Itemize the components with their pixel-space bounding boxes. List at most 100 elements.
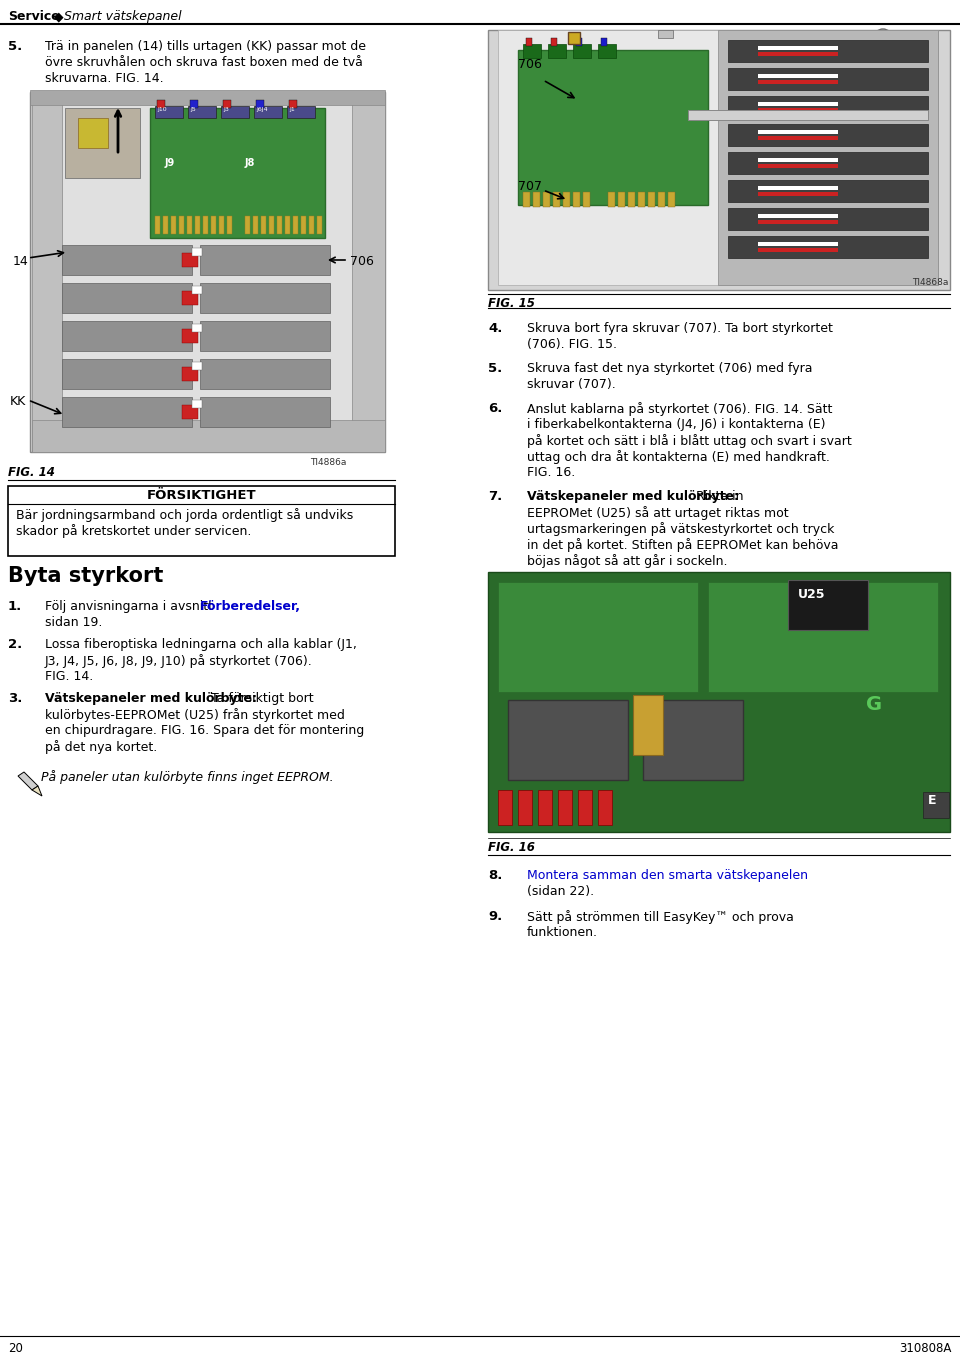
Bar [573, 193, 580, 207]
Bar [32, 92, 62, 452]
Bar [758, 136, 838, 140]
Text: Bär jordningsarmband och jorda ordentligt så undviks: Bär jordningsarmband och jorda ordentlig… [16, 508, 353, 522]
Text: kulörbytes-EEPROMet (U25) från styrkortet med: kulörbytes-EEPROMet (U25) från styrkorte… [45, 708, 345, 721]
Bar [223, 100, 231, 108]
Bar [638, 193, 645, 207]
Bar [598, 791, 612, 824]
Bar [526, 38, 532, 46]
Text: ◆: ◆ [50, 9, 67, 23]
Text: J8: J8 [245, 159, 255, 168]
Text: 310808A: 310808A [900, 1342, 952, 1355]
Bar [498, 582, 698, 692]
Bar [633, 696, 663, 755]
Bar [758, 159, 838, 161]
Polygon shape [18, 772, 38, 791]
Bar [150, 108, 325, 239]
Bar [62, 245, 192, 275]
Bar [488, 572, 950, 833]
Bar [352, 92, 385, 452]
Bar [598, 43, 616, 58]
Bar [277, 216, 282, 235]
Bar [200, 397, 330, 427]
Text: J1: J1 [289, 107, 295, 113]
Bar [923, 792, 949, 818]
Bar [728, 96, 928, 118]
Bar [708, 582, 938, 692]
Bar [573, 43, 591, 58]
Bar [538, 791, 552, 824]
Text: FÖRSIKTIGHET: FÖRSIKTIGHET [147, 490, 256, 502]
Text: funktionen.: funktionen. [527, 926, 598, 938]
Text: Skruva bort fyra skruvar (707). Ta bort styrkortet: Skruva bort fyra skruvar (707). Ta bort … [527, 321, 833, 335]
Bar [628, 193, 635, 207]
Bar [188, 106, 216, 118]
Bar [182, 367, 198, 381]
Bar [578, 791, 592, 824]
Bar [788, 580, 868, 631]
Bar [253, 216, 258, 235]
Bar [285, 216, 290, 235]
Bar [758, 220, 838, 224]
Text: 706: 706 [518, 58, 541, 71]
Text: J9: J9 [165, 159, 176, 168]
Text: Rikta in: Rikta in [692, 490, 743, 503]
Bar [192, 324, 202, 332]
Text: uttag och dra åt kontakterna (E) med handkraft.: uttag och dra åt kontakterna (E) med han… [527, 450, 829, 464]
Bar [62, 321, 192, 351]
Text: G: G [866, 696, 882, 715]
Text: Sätt på strömmen till EasyKey™ och prova: Sätt på strömmen till EasyKey™ och prova [527, 910, 794, 923]
Bar [563, 193, 570, 207]
Bar [200, 359, 330, 389]
Text: sidan 19.: sidan 19. [45, 616, 103, 629]
Bar [192, 362, 202, 370]
Text: FIG. 14.: FIG. 14. [45, 670, 93, 683]
Text: Service: Service [8, 9, 60, 23]
Text: TI4886a: TI4886a [310, 458, 347, 466]
Bar [658, 30, 673, 38]
Bar [192, 400, 202, 408]
Text: 20: 20 [8, 1342, 23, 1355]
Bar [758, 186, 838, 190]
Bar [187, 216, 192, 235]
Text: 8.: 8. [488, 869, 502, 881]
Bar [643, 700, 743, 780]
Bar [62, 283, 192, 313]
Text: på det nya kortet.: på det nya kortet. [45, 740, 157, 754]
Text: Förberedelser,: Förberedelser, [200, 599, 301, 613]
Text: Montera samman den smarta vätskepanelen: Montera samman den smarta vätskepanelen [527, 869, 808, 881]
Text: i fiberkabelkontakterna (J4, J6) i kontakterna (E): i fiberkabelkontakterna (J4, J6) i konta… [527, 418, 826, 431]
Text: J3: J3 [223, 107, 228, 113]
Bar [758, 80, 838, 84]
Bar [227, 216, 232, 235]
Bar [508, 700, 628, 780]
Bar [668, 193, 675, 207]
Bar [256, 100, 264, 108]
Bar [718, 30, 938, 285]
Bar [182, 254, 198, 267]
Text: Ta försiktigt bort: Ta försiktigt bort [207, 692, 314, 705]
Bar [583, 193, 590, 207]
Bar [157, 100, 165, 108]
Text: På paneler utan kulörbyte finns inget EEPROM.: På paneler utan kulörbyte finns inget EE… [41, 770, 334, 784]
Text: 5.: 5. [8, 39, 22, 53]
Bar [179, 216, 184, 235]
Bar [608, 193, 615, 207]
Text: Trä in panelen (14) tills urtagen (KK) passar mot de: Trä in panelen (14) tills urtagen (KK) p… [45, 39, 366, 53]
Bar [523, 43, 541, 58]
Bar [728, 123, 928, 146]
Bar [32, 420, 385, 452]
Bar [558, 791, 572, 824]
Bar [30, 89, 385, 104]
Bar [287, 106, 315, 118]
Text: EEPROMet (U25) så att urtaget riktas mot: EEPROMet (U25) så att urtaget riktas mot [527, 506, 788, 519]
Text: 14: 14 [13, 255, 29, 268]
Text: J3, J4, J5, J6, J8, J9, J10) på styrkortet (706).: J3, J4, J5, J6, J8, J9, J10) på styrkort… [45, 654, 313, 669]
Bar [728, 180, 928, 202]
Text: 9.: 9. [488, 910, 502, 923]
Text: en chipurdragare. FIG. 16. Spara det för montering: en chipurdragare. FIG. 16. Spara det för… [45, 724, 364, 738]
Bar [301, 216, 306, 235]
Text: FIG. 15: FIG. 15 [488, 297, 535, 311]
Text: KK: KK [10, 395, 26, 408]
Bar [195, 216, 200, 235]
Bar [245, 216, 250, 235]
